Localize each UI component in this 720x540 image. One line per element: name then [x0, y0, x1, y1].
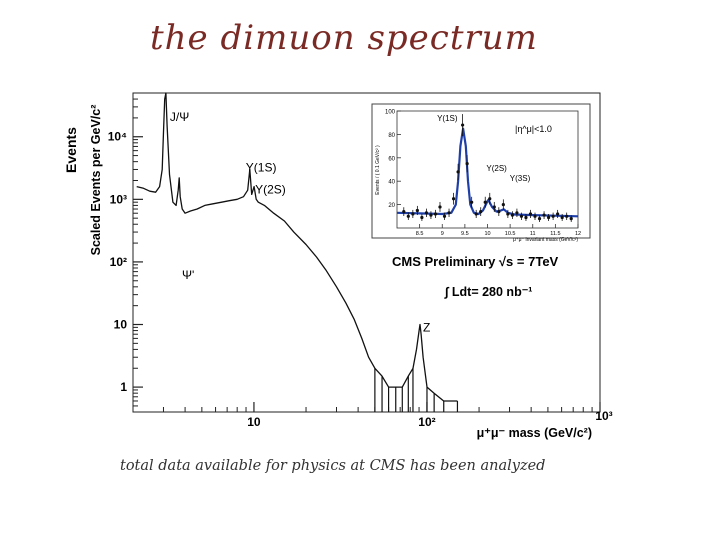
inset-data-point [406, 214, 410, 218]
inset-data-point [479, 210, 483, 214]
experiment-label: CMS Preliminary √s = 7TeV [392, 254, 559, 269]
inset-data-point [560, 215, 564, 220]
inset-y-tick-label: 60 [388, 156, 395, 162]
slide-title: the dimuon spectrum [150, 18, 538, 58]
inset-x-tick-label: 8.5 [416, 231, 424, 237]
inset-y-tick-label: 80 [388, 133, 395, 139]
dimuon-mass-chart: 10 10² 10³ 1 10 10² 10³ 10⁴ Events Scaled Events … [63, 92, 613, 440]
inset-data-point [470, 200, 474, 204]
inset-data-point [565, 214, 569, 218]
inset-data-point [492, 205, 496, 209]
peak-annotation: Ψ' [182, 268, 194, 282]
inset-x-tick-label: 11 [530, 231, 536, 237]
inset-data-point [474, 212, 478, 216]
inset-y-tick-label: 40 [388, 180, 395, 186]
x-tick-label: 10³ [595, 409, 612, 423]
inset-data-point [542, 213, 546, 217]
inset-peak-annotation: Υ(3S) [510, 174, 531, 183]
inset-data-point [415, 208, 419, 213]
inset-data-point [510, 213, 514, 217]
inset-data-point [456, 170, 460, 174]
inset-data-point [447, 211, 451, 215]
inset-data-point [528, 212, 533, 216]
luminosity-label: ∫ Ldt= 280 nb⁻¹ [444, 285, 532, 299]
inset-data-point [519, 214, 524, 218]
inset-data-point [442, 214, 447, 218]
spectrum-series-line [136, 92, 458, 402]
inset-data-point [533, 214, 537, 218]
peak-annotation: Υ(1S) [246, 160, 277, 174]
inset-data-point [506, 212, 510, 216]
inset-data-point [438, 205, 442, 209]
inset-eta-cut-label: |η^μ|<1.0 [515, 124, 552, 134]
inset-data-point [569, 217, 573, 221]
inset-data-point [483, 200, 487, 204]
inset-data-point [501, 203, 505, 207]
inset-peak-annotation: Υ(1S) [437, 114, 458, 123]
inset-data-point [424, 211, 429, 215]
inset-data-point [402, 210, 406, 214]
y-tick-label: 1 [120, 380, 127, 394]
peak-annotation: Z [423, 321, 430, 335]
inset-y-tick-label: 100 [385, 110, 396, 116]
y-tick-label: 10⁴ [108, 130, 127, 144]
peak-annotation: Υ(2S) [255, 183, 286, 197]
inset-data-point [488, 197, 492, 201]
inset-data-point [433, 212, 438, 216]
inset-data-point [420, 215, 424, 220]
inset-x-tick-label: 9.5 [461, 231, 469, 237]
inset-y-tick-label: 20 [388, 203, 395, 209]
y-tick-label: 10² [110, 255, 127, 269]
inset-x-tick-label: 10 [484, 231, 490, 237]
inset-y-axis-title: Events / ( 0.1 GeV/c² ) [375, 145, 381, 195]
inset-data-point [524, 215, 528, 220]
inset-peak-annotation: Υ(2S) [486, 164, 507, 173]
peak-annotation: J/Ψ [170, 110, 189, 124]
inset-data-point [551, 214, 555, 218]
plot-frame [132, 92, 601, 413]
inset-data-point [451, 197, 456, 201]
y-tick-label: 10³ [110, 192, 127, 206]
inset-data-point [556, 212, 560, 216]
inset-x-tick-label: 12 [575, 231, 581, 237]
inset-data-point [546, 215, 551, 220]
y-axis-title-events: Events [63, 127, 79, 173]
inset-data-point [497, 210, 501, 214]
inset-x-axis-title: μ⁺μ⁻ invariant mass (GeV/c²) [513, 237, 578, 243]
inset-data-point [537, 217, 542, 221]
inset-x-tick-label: 10.5 [505, 231, 516, 237]
y-tick-label: 10 [114, 318, 128, 332]
inset-data-point [465, 162, 469, 166]
inset-data-point [461, 123, 465, 127]
inset-data-point [515, 211, 519, 215]
y-axis-title: Scaled Events per GeV/c² [89, 105, 103, 256]
slide-caption: total data available for physics at CMS … [120, 458, 546, 474]
x-tick-label: 10 [247, 415, 261, 429]
inset-data-point [411, 212, 415, 216]
x-tick-label: 10² [418, 415, 435, 429]
x-axis-title: μ⁺μ⁻ mass (GeV/c²) [477, 426, 592, 440]
inset-x-tick-label: 11.5 [550, 231, 560, 237]
inset-data-point [429, 213, 433, 217]
inset-x-tick-label: 9 [441, 231, 444, 237]
